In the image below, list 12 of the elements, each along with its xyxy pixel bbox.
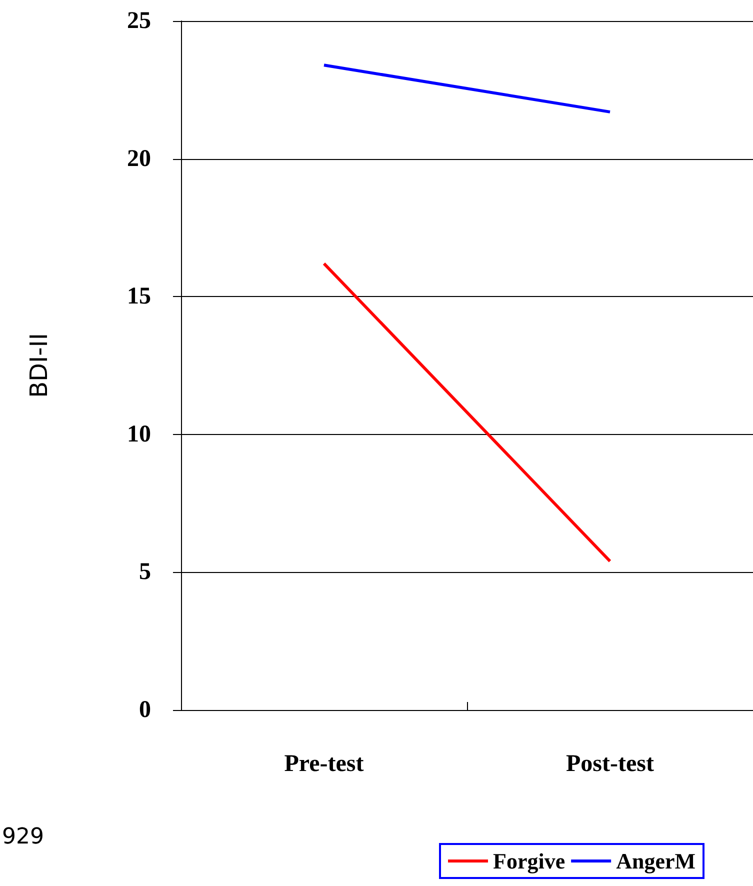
y-tick-label: 20 — [127, 146, 151, 172]
y-axis-title: BDI-II — [25, 333, 53, 398]
y-tick-label: 15 — [127, 284, 151, 310]
legend-label: AngerM — [616, 848, 696, 874]
legend-label: Forgive — [493, 848, 566, 874]
text: 929 — [2, 824, 44, 850]
x-tick-label: Pre-test — [284, 751, 364, 777]
y-tick-label: 10 — [127, 421, 151, 448]
y-tick-label: 25 — [127, 8, 151, 34]
y-tick-label: 5 — [139, 559, 151, 586]
y-tick-label: 0 — [139, 697, 151, 723]
x-tick-label: Post-test — [566, 751, 654, 777]
